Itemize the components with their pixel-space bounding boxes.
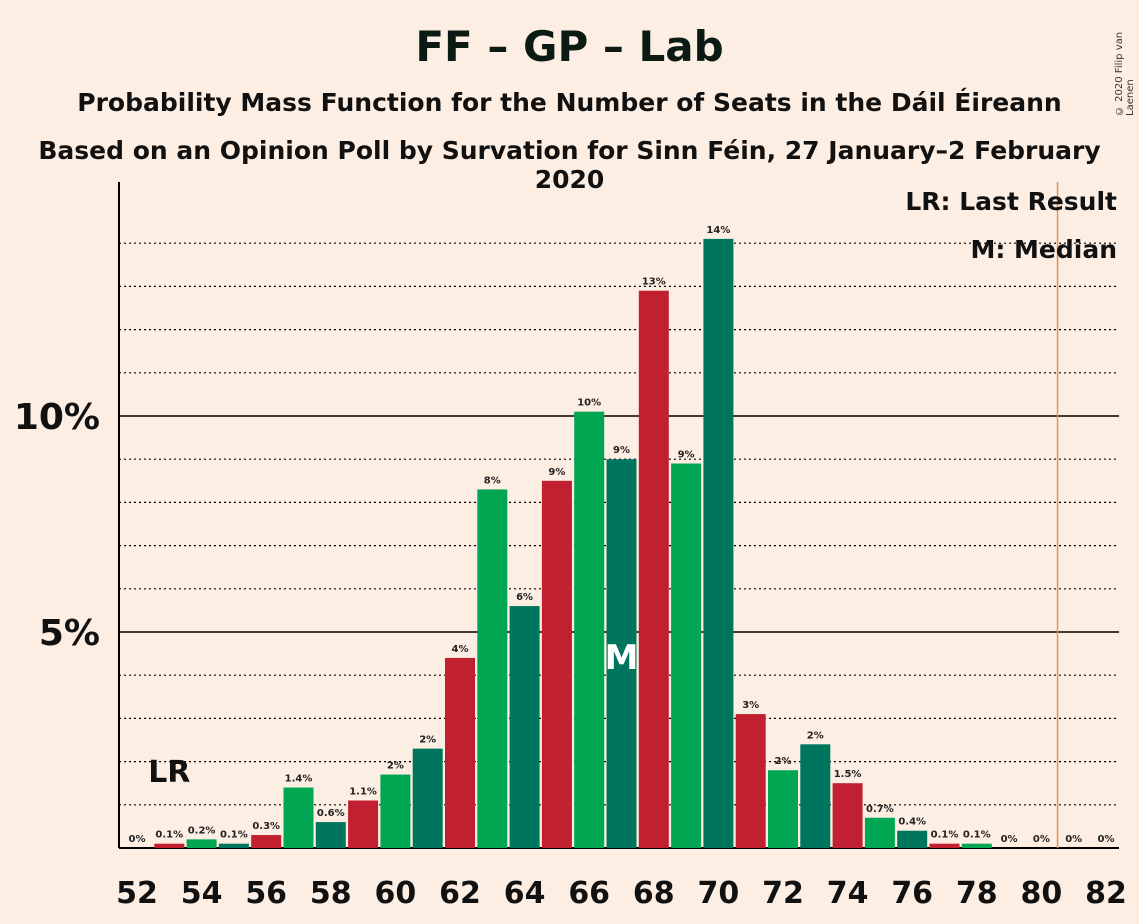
- chart-subtitle-source: Based on an Opinion Poll by Survation fo…: [38, 136, 1101, 194]
- bar-78: [961, 843, 992, 848]
- bar-76: [897, 830, 928, 848]
- y-tick-label: 5%: [39, 613, 100, 654]
- data-label-78: 0.1%: [963, 830, 991, 841]
- bar-54: [186, 839, 217, 848]
- chart-title: FF – GP – Lab: [415, 22, 724, 71]
- data-label-70: 14%: [706, 225, 730, 236]
- bar-65: [541, 480, 572, 848]
- data-label-74: 1.5%: [834, 769, 862, 780]
- legend-item: LR: Last Result: [905, 187, 1117, 216]
- x-tick-label: 80: [1021, 876, 1063, 911]
- bar-55: [218, 843, 249, 848]
- data-label-72: 2%: [775, 756, 792, 767]
- data-label-63: 8%: [484, 475, 501, 486]
- bar-53: [154, 843, 185, 848]
- x-tick-label: 58: [310, 876, 352, 911]
- data-label-71: 3%: [742, 700, 759, 711]
- y-tick-label: 10%: [14, 397, 100, 438]
- data-label-76: 0.4%: [898, 817, 926, 828]
- data-label-68: 13%: [642, 277, 666, 288]
- data-label-67: 9%: [613, 445, 630, 456]
- bar-75: [864, 817, 895, 848]
- x-tick-label: 68: [633, 876, 675, 911]
- data-label-77: 0.1%: [931, 830, 959, 841]
- x-tick-label: 64: [504, 876, 546, 911]
- bar-68: [638, 290, 669, 849]
- data-label-75: 0.7%: [866, 804, 894, 815]
- x-tick-label: 60: [375, 876, 417, 911]
- x-tick-label: 54: [181, 876, 223, 911]
- data-label-53: 0.1%: [155, 830, 183, 841]
- median-marker: M: [605, 638, 639, 678]
- data-label-62: 4%: [452, 644, 469, 655]
- x-tick-label: 82: [1085, 876, 1127, 911]
- bar-69: [671, 463, 702, 848]
- data-label-56: 0.3%: [252, 821, 280, 832]
- x-tick-label: 56: [245, 876, 287, 911]
- legend-item: M: Median: [970, 235, 1117, 264]
- data-label-55: 0.1%: [220, 830, 248, 841]
- bar-73: [800, 744, 831, 848]
- data-label-59: 1.1%: [349, 786, 377, 797]
- chart-subtitle: Probability Mass Function for the Number…: [77, 88, 1062, 117]
- x-tick-label: 72: [762, 876, 804, 911]
- data-label-58: 0.6%: [317, 808, 345, 819]
- bar-58: [315, 822, 346, 848]
- data-label-57: 1.4%: [285, 774, 313, 785]
- data-label-79: 0%: [1001, 834, 1018, 845]
- data-label-52: 0%: [129, 834, 146, 845]
- last-result-marker: LR: [148, 755, 190, 790]
- data-label-80: 0%: [1033, 834, 1050, 845]
- bar-77: [929, 843, 960, 848]
- data-label-65: 9%: [548, 467, 565, 478]
- x-tick-label: 62: [439, 876, 481, 911]
- bar-62: [445, 657, 475, 848]
- data-label-61: 2%: [419, 735, 436, 746]
- x-tick-label: 70: [698, 876, 740, 911]
- bar-60: [380, 774, 411, 848]
- data-label-81: 0%: [1065, 834, 1082, 845]
- data-label-73: 2%: [807, 730, 824, 741]
- bar-61: [412, 748, 443, 848]
- bar-71: [735, 714, 766, 848]
- x-tick-label: 78: [956, 876, 998, 911]
- data-label-60: 2%: [387, 761, 404, 772]
- x-tick-label: 66: [568, 876, 610, 911]
- data-label-64: 6%: [516, 592, 533, 603]
- bar-59: [348, 800, 379, 848]
- bar-67: [606, 459, 637, 848]
- bar-66: [574, 411, 605, 848]
- data-label-54: 0.2%: [188, 825, 216, 836]
- data-label-69: 9%: [678, 450, 695, 461]
- bar-63: [477, 489, 508, 848]
- bar-70: [703, 238, 734, 848]
- data-label-66: 10%: [577, 398, 601, 409]
- bar-57: [283, 787, 314, 848]
- x-tick-label: 52: [116, 876, 158, 911]
- x-tick-label: 74: [827, 876, 869, 911]
- bar-64: [509, 606, 540, 848]
- bar-72: [768, 770, 798, 848]
- bar-56: [251, 835, 282, 848]
- bar-74: [832, 783, 863, 848]
- data-label-82: 0%: [1098, 834, 1115, 845]
- x-tick-label: 76: [891, 876, 933, 911]
